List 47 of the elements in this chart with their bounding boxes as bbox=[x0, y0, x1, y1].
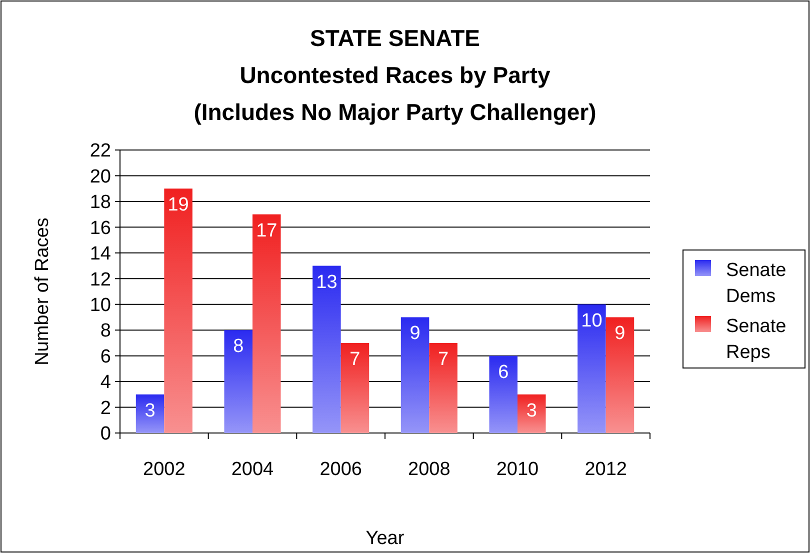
y-tick-label: 18 bbox=[90, 192, 111, 214]
bar bbox=[164, 188, 192, 433]
data-label: 19 bbox=[168, 194, 189, 216]
chart-title: STATE SENATE Uncontested Races by Party (Includes No Major Party Challenger) bbox=[194, 25, 596, 125]
bar bbox=[136, 394, 164, 433]
x-tick-label: 2008 bbox=[408, 459, 450, 480]
data-label: 8 bbox=[233, 336, 244, 358]
x-tick-label: 2002 bbox=[143, 459, 186, 480]
bar bbox=[518, 394, 546, 433]
bar bbox=[606, 317, 634, 433]
bar bbox=[578, 304, 606, 433]
y-tick-label: 14 bbox=[90, 244, 112, 265]
y-tick-label: 20 bbox=[90, 166, 111, 188]
y-tick-label: 22 bbox=[90, 140, 111, 162]
y-tick-label: 0 bbox=[100, 424, 111, 445]
bar bbox=[489, 356, 518, 433]
y-tick-label: 4 bbox=[100, 372, 112, 394]
x-axis-title: Year bbox=[366, 528, 405, 549]
data-label: 17 bbox=[256, 220, 278, 242]
bar bbox=[340, 342, 370, 433]
data-label: 7 bbox=[350, 348, 360, 370]
x-tick-label: 2010 bbox=[496, 459, 539, 480]
data-label: 7 bbox=[438, 348, 449, 370]
data-label: 9 bbox=[614, 323, 626, 344]
data-label: 10 bbox=[581, 310, 602, 332]
data-label: 3 bbox=[526, 400, 537, 422]
bar bbox=[252, 214, 281, 433]
legend-label: Senate Dems bbox=[726, 260, 786, 307]
x-tick-label: 2006 bbox=[320, 459, 362, 480]
data-label: 3 bbox=[144, 400, 156, 422]
bar bbox=[312, 266, 341, 433]
x-tick-label: 2012 bbox=[584, 459, 627, 480]
y-tick-label: 6 bbox=[100, 346, 111, 368]
data-label: 13 bbox=[316, 272, 338, 293]
y-axis-title: Number of Races bbox=[32, 218, 53, 366]
y-tick-label: 10 bbox=[90, 295, 111, 316]
bar bbox=[429, 342, 458, 433]
y-tick-label: 16 bbox=[90, 218, 111, 239]
x-tick-label: 2004 bbox=[231, 459, 274, 480]
bar bbox=[400, 317, 430, 433]
data-label: 6 bbox=[498, 362, 509, 383]
y-tick-label: 12 bbox=[90, 269, 111, 290]
bar bbox=[224, 330, 252, 433]
y-tick-label: 8 bbox=[100, 320, 111, 342]
data-label: 9 bbox=[410, 323, 420, 344]
legend-label: Senate Reps bbox=[726, 316, 786, 363]
y-tick-label: 2 bbox=[100, 398, 111, 419]
